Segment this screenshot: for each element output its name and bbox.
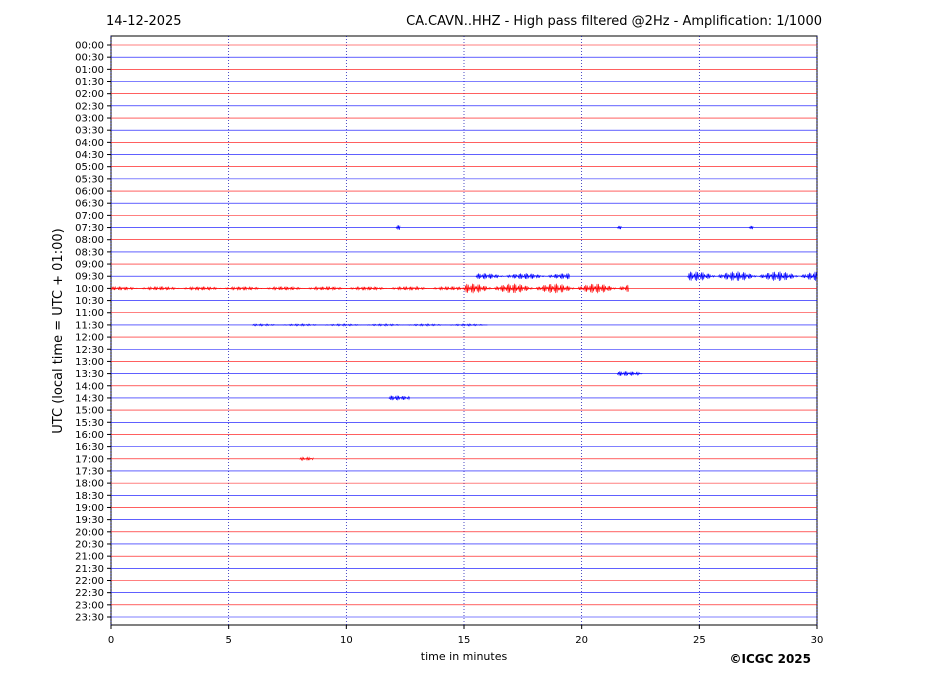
y-tick-label: 03:30 xyxy=(75,126,104,137)
waveform-burst xyxy=(388,395,410,401)
x-tick-label: 10 xyxy=(340,635,353,646)
y-tick-label: 11:00 xyxy=(75,308,104,319)
y-tick-label: 10:30 xyxy=(75,296,104,307)
y-tick-label: 18:30 xyxy=(75,491,104,502)
y-tick-label: 22:30 xyxy=(75,588,104,599)
y-tick-label: 22:00 xyxy=(75,576,104,587)
x-tick-label: 20 xyxy=(575,635,588,646)
y-tick-label: 02:00 xyxy=(75,89,104,100)
y-tick-label: 13:00 xyxy=(75,357,104,368)
waveform-burst xyxy=(395,224,401,230)
y-tick-label: 08:00 xyxy=(75,235,104,246)
y-tick-label: 21:30 xyxy=(75,564,104,575)
y-tick-label: 11:30 xyxy=(75,320,104,331)
y-tick-label: 03:00 xyxy=(75,114,104,125)
date: 14-12-2025 xyxy=(106,14,182,29)
waveform-burst xyxy=(616,225,622,230)
y-tick-label: 23:00 xyxy=(75,600,104,611)
y-axis-label: UTC (local time = UTC + 01:00) xyxy=(51,228,66,433)
y-tick-label: 07:30 xyxy=(75,223,104,234)
x-tick-label: 5 xyxy=(225,635,231,646)
x-tick-label: 30 xyxy=(811,635,824,646)
x-tick-label: 15 xyxy=(458,635,471,646)
y-tick-label: 06:00 xyxy=(75,187,104,198)
waveform-burst xyxy=(748,225,754,230)
y-tick-label: 16:00 xyxy=(75,430,104,441)
x-tick-label: 0 xyxy=(108,635,114,646)
waveform-burst xyxy=(475,273,570,280)
waveform-burst xyxy=(616,371,643,377)
y-tick-label: 06:30 xyxy=(75,199,104,210)
waveform-burst xyxy=(299,456,314,462)
y-tick-label: 17:30 xyxy=(75,466,104,477)
y-tick-label: 05:30 xyxy=(75,174,104,185)
x-tick-label: 25 xyxy=(693,635,706,646)
waveform-burst xyxy=(687,271,817,282)
y-tick-label: 14:30 xyxy=(75,393,104,404)
y-tick-label: 10:00 xyxy=(75,284,104,295)
chart-title: CA.CAVN..HHZ - High pass filtered @2Hz -… xyxy=(406,14,822,29)
y-tick-label: 15:00 xyxy=(75,406,104,417)
y-tick-label: 01:00 xyxy=(75,65,104,76)
y-tick-label: 20:00 xyxy=(75,527,104,538)
y-tick-label: 16:30 xyxy=(75,442,104,453)
y-tick-label: 00:00 xyxy=(75,41,104,52)
y-tick-label: 09:30 xyxy=(75,272,104,283)
y-tick-label: 21:00 xyxy=(75,552,104,563)
y-tick-label: 02:30 xyxy=(75,101,104,112)
y-tick-label: 18:00 xyxy=(75,479,104,490)
copyright: ©ICGC 2025 xyxy=(729,652,811,666)
x-axis-label: time in minutes xyxy=(421,650,508,663)
waveform-burst xyxy=(463,283,629,294)
y-tick-label: 04:00 xyxy=(75,138,104,149)
y-tick-label: 12:00 xyxy=(75,333,104,344)
y-tick-label: 01:30 xyxy=(75,77,104,88)
y-tick-label: 19:30 xyxy=(75,515,104,526)
waveform-burst xyxy=(110,285,465,291)
y-tick-label: 13:30 xyxy=(75,369,104,380)
y-tick-label: 14:00 xyxy=(75,381,104,392)
y-tick-label: 23:30 xyxy=(75,613,104,624)
y-tick-label: 20:30 xyxy=(75,539,104,550)
y-tick-label: 12:30 xyxy=(75,345,104,356)
y-tick-label: 04:30 xyxy=(75,150,104,161)
y-tick-label: 00:30 xyxy=(75,53,104,64)
y-tick-label: 17:00 xyxy=(75,454,104,465)
y-tick-label: 09:00 xyxy=(75,260,104,271)
y-tick-label: 05:00 xyxy=(75,162,104,173)
y-tick-label: 07:00 xyxy=(75,211,104,222)
waveform-burst xyxy=(252,323,488,327)
y-tick-label: 19:00 xyxy=(75,503,104,514)
y-tick-label: 15:30 xyxy=(75,418,104,429)
y-tick-label: 08:30 xyxy=(75,247,104,258)
